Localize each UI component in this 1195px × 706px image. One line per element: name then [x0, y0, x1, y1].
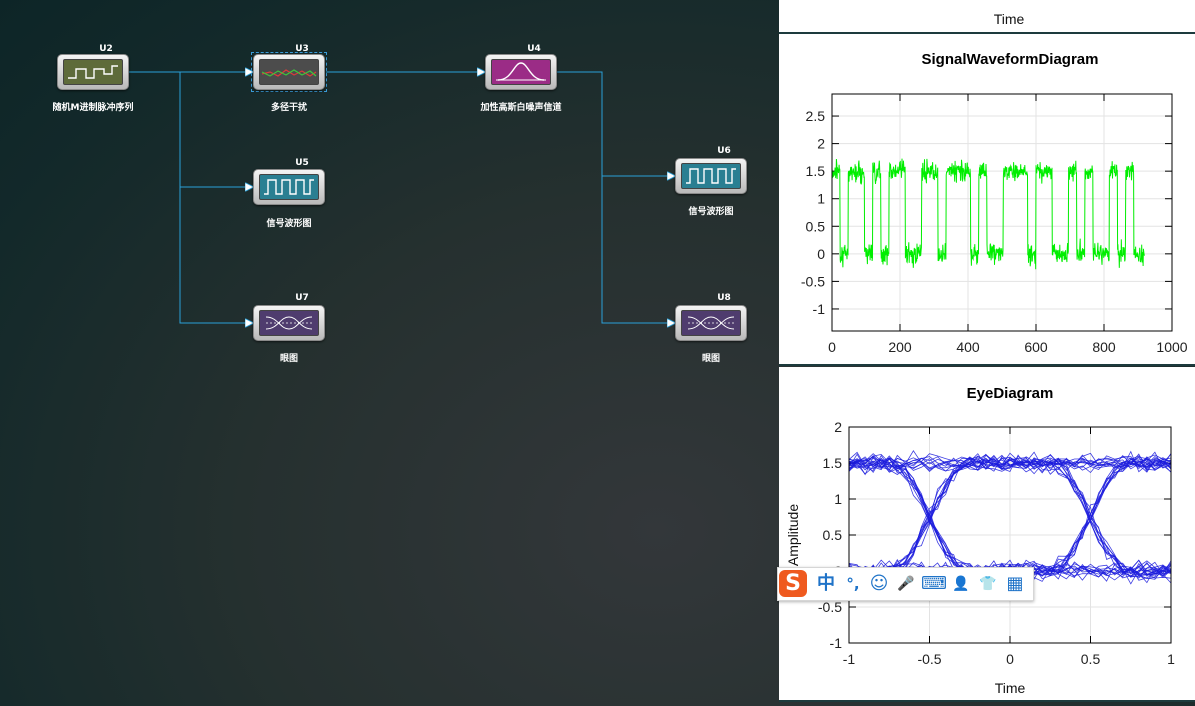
y-tick-label: 0.5 [823, 527, 843, 543]
block-id: U2 [99, 44, 113, 54]
eye-diagram-panel[interactable]: EyeDiagram -1-0.500.51-1-0.500.511.52Tim… [779, 367, 1195, 702]
block-label: 信号波形图 [266, 219, 312, 229]
block-signal-waveform-2[interactable] [675, 158, 747, 194]
y-tick-label: 1 [834, 491, 842, 507]
keyboard-icon[interactable]: ⌨ [921, 573, 947, 594]
y-tick-label: -0.5 [801, 273, 825, 289]
y-tick-label: 0.5 [806, 218, 826, 234]
punctuation-button[interactable]: °, [846, 575, 860, 593]
y-tick-label: 2 [817, 136, 825, 152]
x-tick-label: 600 [1024, 339, 1048, 355]
eye-trace [848, 450, 1172, 574]
block-id: U3 [295, 44, 309, 54]
x-tick-label: 0.5 [1081, 651, 1101, 667]
block-label: 多径干扰 [270, 103, 307, 113]
eye-pattern-icon [259, 310, 319, 336]
x-tick-label: -1 [843, 651, 856, 667]
user-card-icon[interactable]: 👤 [952, 576, 970, 592]
x-tick-label: 200 [888, 339, 912, 355]
wire-u2-u5 [129, 71, 253, 187]
square-wave-icon [681, 163, 741, 189]
y-tick-label: 2.5 [806, 108, 826, 124]
eye-trace [848, 456, 1172, 584]
plot-frame [831, 93, 1173, 332]
time-header: Time [993, 11, 1025, 27]
x-tick-label: -0.5 [917, 651, 941, 667]
multipath-waves-icon [259, 59, 319, 85]
y-tick-label: -0.5 [818, 599, 842, 615]
block-id: U5 [295, 158, 309, 168]
eye-pattern-icon [681, 310, 741, 336]
sogou-logo-icon[interactable]: S [779, 570, 807, 597]
emoji-icon[interactable]: ☺ [869, 573, 889, 594]
x-tick-label: 0 [828, 339, 836, 355]
waveform-plot[interactable]: 0 200 400 600 800 1000 -1 -0.5 0 0.5 1 1.5 2 2.5 [779, 34, 1195, 364]
block-diagram-canvas[interactable]: U2 随机M进制脉冲序列 U3 多径干扰 U4 加性高斯白噪声信道 U5 [0, 0, 779, 706]
block-label: 加性高斯白噪声信道 [480, 103, 562, 113]
y-tick-label: 0 [817, 246, 825, 262]
block-id: U7 [295, 293, 309, 303]
block-label: 眼图 [701, 354, 720, 364]
y-tick-label: 1.5 [806, 163, 826, 179]
waveform-panel[interactable]: SignalWaveformDiagram 0 200 400 600 800 1000 -… [779, 34, 1195, 366]
block-id: U8 [717, 293, 731, 303]
x-tick-label: 1000 [1156, 339, 1187, 355]
skin-shirt-icon[interactable]: 👕 [979, 576, 997, 592]
x-tick-label: 1 [1167, 651, 1175, 667]
x-tick-label: 0 [1006, 651, 1014, 667]
wire-u4-u8 [601, 176, 675, 323]
eye-trace [848, 453, 1172, 470]
chinese-mode-button[interactable]: 中 [817, 573, 835, 594]
ime-toolbar[interactable]: S 中 °, ☺ 🎤 ⌨ 👤 👕 ▦ [777, 567, 1034, 601]
eye-trace [848, 453, 1172, 579]
gaussian-curve-icon [491, 59, 551, 85]
selection-outline [251, 52, 327, 92]
chart-title: EyeDiagram [966, 385, 1054, 402]
eye-trace [848, 452, 1172, 579]
y-tick-label: 1 [817, 191, 825, 207]
block-label: 信号波形图 [688, 207, 734, 217]
x-tick-label: 400 [956, 339, 980, 355]
y-tick-label: -1 [813, 301, 826, 317]
block-id: U4 [527, 44, 541, 54]
eye-trace [848, 456, 1172, 578]
panel-header: Time [779, 0, 1195, 34]
square-pulse-icon [63, 59, 123, 85]
wire-u2-u7 [179, 187, 253, 323]
wire-u4-u6 [557, 71, 675, 176]
y-axis-label: Amplitude [785, 504, 801, 566]
y-tick-label: 2 [834, 419, 842, 435]
connection-wires [129, 0, 779, 706]
block-label: 眼图 [279, 354, 298, 364]
block-eye-diagram-1[interactable] [253, 305, 325, 341]
block-random-pulse-sequence[interactable] [57, 54, 129, 90]
chart-title: SignalWaveformDiagram [921, 51, 1099, 68]
block-signal-waveform-1[interactable] [253, 169, 325, 205]
plot-frame [848, 426, 1172, 644]
square-wave-icon [259, 174, 319, 200]
block-eye-diagram-2[interactable] [675, 305, 747, 341]
toolbox-icon[interactable]: ▦ [1006, 573, 1024, 594]
microphone-icon[interactable]: 🎤 [897, 576, 915, 592]
x-axis-label: Time [995, 680, 1026, 696]
y-tick-label: 1.5 [823, 455, 843, 471]
block-label: 随机M进制脉冲序列 [52, 103, 134, 113]
block-multipath-interference[interactable] [253, 54, 325, 90]
block-id: U6 [717, 146, 731, 156]
waveform-series-line [831, 158, 1145, 270]
block-awgn-channel[interactable] [485, 54, 557, 90]
y-tick-label: -1 [830, 635, 843, 651]
x-tick-label: 800 [1092, 339, 1116, 355]
